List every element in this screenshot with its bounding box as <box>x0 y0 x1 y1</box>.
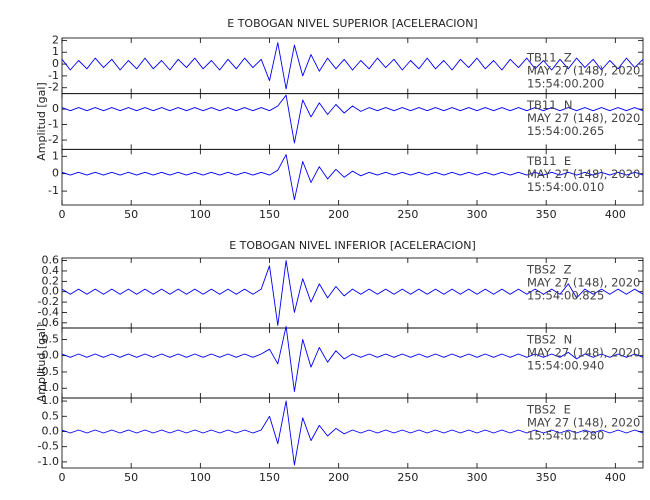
y-tick-label: 0 <box>52 167 59 180</box>
x-tick-label: 0 <box>59 208 66 221</box>
x-tick-label: 150 <box>259 208 280 221</box>
x-tick-label: 50 <box>124 471 138 484</box>
date-label: MAY 27 (148), 2020 <box>527 346 640 360</box>
x-tick-label: 200 <box>328 208 349 221</box>
y-tick-label: -0.5 <box>38 365 59 378</box>
x-tick-label: 150 <box>259 471 280 484</box>
y-tick-label: 0.0 <box>42 285 60 298</box>
y-axis-label: Amplitud [gal] <box>35 324 48 402</box>
x-tick-label: 300 <box>467 471 488 484</box>
y-tick-label: -0.4 <box>38 305 59 318</box>
x-tick-label: 250 <box>397 208 418 221</box>
trace <box>61 400 644 466</box>
y-tick-label: 0.5 <box>42 332 60 345</box>
date-label: MAY 27 (148), 2020 <box>527 276 640 290</box>
panel-frame <box>61 148 644 206</box>
station-label: TB11 Z <box>526 51 572 65</box>
y-tick-label: -0.5 <box>38 440 59 453</box>
x-tick-label: 100 <box>190 471 211 484</box>
date-label: MAY 27 (148), 2020 <box>527 167 640 181</box>
y-tick-label: -2 <box>48 81 59 94</box>
date-label: MAY 27 (148), 2020 <box>527 64 640 78</box>
x-tick-label: 100 <box>190 208 211 221</box>
time-label: 15:54:00.265 <box>527 124 604 138</box>
x-tick-label: 400 <box>605 471 626 484</box>
station-label: TBS2 N <box>526 333 572 347</box>
y-tick-label: -1 <box>48 118 59 131</box>
date-label: MAY 27 (148), 2020 <box>527 416 640 430</box>
time-label: 15:54:00.940 <box>527 359 604 373</box>
x-tick-label: 250 <box>397 471 418 484</box>
station-label: TB11 N <box>526 98 572 112</box>
y-tick-label: -1 <box>48 184 59 197</box>
y-tick-label: 1 <box>52 45 59 58</box>
chart-title: E TOBOGAN NIVEL INFERIOR [ACELERACION] <box>229 239 476 252</box>
trace <box>61 42 644 90</box>
date-label: MAY 27 (148), 2020 <box>527 111 640 125</box>
trace <box>61 154 644 201</box>
x-tick-label: 300 <box>467 208 488 221</box>
chart-title: E TOBOGAN NIVEL SUPERIOR [ACELERACION] <box>227 17 477 30</box>
y-tick-label: -2 <box>48 133 59 146</box>
x-tick-label: 50 <box>124 208 138 221</box>
trace <box>61 260 644 326</box>
y-tick-label: 0.2 <box>42 274 60 287</box>
station-label: TB11 E <box>526 154 571 168</box>
trace <box>61 325 644 392</box>
x-tick-label: 350 <box>536 208 557 221</box>
x-tick-label: 200 <box>328 471 349 484</box>
y-tick-label: -1.0 <box>38 455 59 468</box>
y-tick-label: 1.0 <box>42 394 60 407</box>
time-label: 15:54:00.200 <box>527 77 604 91</box>
time-label: 15:54:01.280 <box>527 429 604 443</box>
y-axis-label: Amplitud [gal] <box>35 82 48 160</box>
y-tick-label: 1 <box>52 149 59 162</box>
y-tick-label: 0.4 <box>42 264 60 277</box>
y-tick-label: -1.0 <box>38 381 59 394</box>
x-tick-label: 0 <box>59 471 66 484</box>
time-label: 15:54:00.010 <box>527 180 604 194</box>
y-tick-label: -1 <box>48 69 59 82</box>
x-tick-label: 350 <box>536 471 557 484</box>
station-label: TBS2 E <box>526 403 571 417</box>
station-label: TBS2 Z <box>526 263 572 277</box>
y-tick-label: 0 <box>52 102 59 115</box>
time-label: 15:54:00.825 <box>527 289 604 303</box>
y-tick-label: -0.2 <box>38 295 59 308</box>
y-tick-label: 0 <box>52 57 59 70</box>
y-tick-label: 0.0 <box>42 424 60 437</box>
y-tick-label: -0.6 <box>38 316 59 329</box>
x-tick-label: 400 <box>605 208 626 221</box>
y-tick-label: 0.5 <box>42 409 60 422</box>
y-tick-label: 2 <box>52 33 59 46</box>
y-tick-label: 0.6 <box>42 254 60 267</box>
trace <box>61 94 644 144</box>
y-tick-label: 0.0 <box>42 349 60 362</box>
